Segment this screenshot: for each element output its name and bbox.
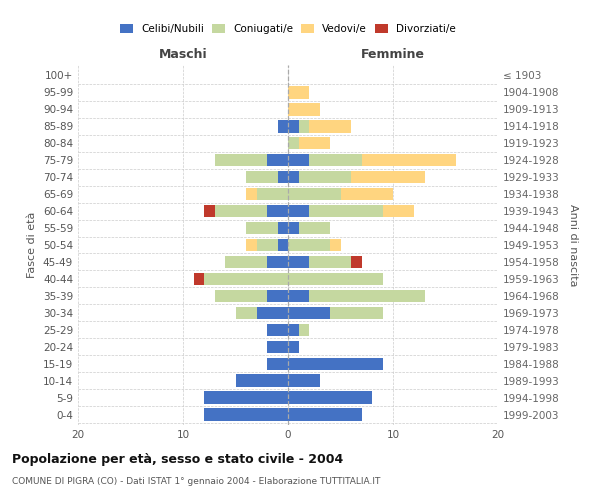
Bar: [204, 204, 215, 218]
Bar: [246, 188, 257, 200]
Text: Maschi: Maschi: [158, 48, 208, 61]
Y-axis label: Fasce di età: Fasce di età: [28, 212, 37, 278]
Bar: [309, 120, 351, 132]
Y-axis label: Anni di nascita: Anni di nascita: [568, 204, 578, 286]
Bar: [309, 204, 383, 218]
Bar: [267, 154, 288, 166]
Bar: [257, 188, 288, 200]
Bar: [215, 154, 267, 166]
Bar: [299, 136, 330, 149]
Bar: [288, 392, 372, 404]
Bar: [309, 154, 361, 166]
Bar: [288, 324, 299, 336]
Bar: [351, 170, 425, 183]
Bar: [309, 290, 425, 302]
Bar: [288, 86, 309, 99]
Bar: [277, 238, 288, 252]
Bar: [246, 170, 277, 183]
Bar: [288, 103, 320, 116]
Bar: [288, 358, 383, 370]
Bar: [193, 272, 204, 285]
Bar: [383, 204, 414, 218]
Bar: [341, 188, 393, 200]
Text: Femmine: Femmine: [361, 48, 425, 61]
Bar: [267, 290, 288, 302]
Bar: [277, 222, 288, 234]
Bar: [225, 256, 267, 268]
Bar: [246, 238, 257, 252]
Bar: [299, 120, 309, 132]
Bar: [288, 238, 330, 252]
Bar: [288, 188, 341, 200]
Bar: [246, 222, 277, 234]
Bar: [267, 324, 288, 336]
Bar: [288, 272, 383, 285]
Legend: Celibi/Nubili, Coniugati/e, Vedovi/e, Divorziati/e: Celibi/Nubili, Coniugati/e, Vedovi/e, Di…: [116, 20, 460, 38]
Text: COMUNE DI PIGRA (CO) - Dati ISTAT 1° gennaio 2004 - Elaborazione TUTTITALIA.IT: COMUNE DI PIGRA (CO) - Dati ISTAT 1° gen…: [12, 478, 380, 486]
Bar: [330, 306, 383, 320]
Bar: [277, 120, 288, 132]
Bar: [309, 256, 351, 268]
Bar: [330, 238, 341, 252]
Bar: [215, 204, 267, 218]
Bar: [204, 392, 288, 404]
Bar: [267, 340, 288, 353]
Bar: [288, 136, 299, 149]
Bar: [267, 204, 288, 218]
Bar: [288, 120, 299, 132]
Bar: [235, 306, 257, 320]
Bar: [299, 222, 330, 234]
Bar: [361, 154, 456, 166]
Bar: [288, 290, 309, 302]
Bar: [204, 272, 288, 285]
Bar: [257, 306, 288, 320]
Bar: [288, 256, 309, 268]
Bar: [267, 256, 288, 268]
Bar: [257, 238, 277, 252]
Bar: [288, 408, 361, 421]
Bar: [215, 290, 267, 302]
Bar: [288, 154, 309, 166]
Bar: [299, 324, 309, 336]
Bar: [288, 306, 330, 320]
Bar: [288, 170, 299, 183]
Text: Popolazione per età, sesso e stato civile - 2004: Popolazione per età, sesso e stato civil…: [12, 452, 343, 466]
Bar: [288, 340, 299, 353]
Bar: [288, 204, 309, 218]
Bar: [204, 408, 288, 421]
Bar: [299, 170, 351, 183]
Bar: [288, 222, 299, 234]
Bar: [277, 170, 288, 183]
Bar: [267, 358, 288, 370]
Bar: [288, 374, 320, 387]
Bar: [235, 374, 288, 387]
Bar: [351, 256, 361, 268]
